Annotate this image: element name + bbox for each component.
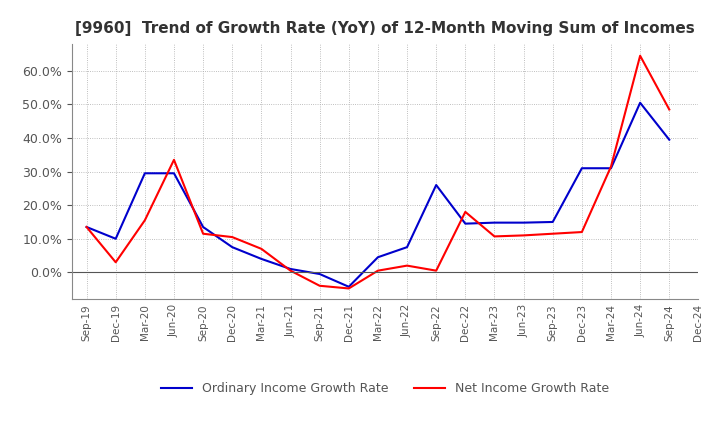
- Ordinary Income Growth Rate: [549, 219, 557, 224]
- Net Income Growth Rate: [577, 229, 586, 235]
- Ordinary Income Growth Rate: [577, 165, 586, 171]
- Ordinary Income Growth Rate: [112, 236, 120, 242]
- Ordinary Income Growth Rate: [170, 171, 179, 176]
- Net Income Growth Rate: [519, 233, 528, 238]
- Ordinary Income Growth Rate: [199, 224, 207, 230]
- Ordinary Income Growth Rate: [432, 183, 441, 188]
- Line: Ordinary Income Growth Rate: Ordinary Income Growth Rate: [86, 103, 670, 287]
- Net Income Growth Rate: [374, 268, 382, 273]
- Net Income Growth Rate: [432, 268, 441, 273]
- Net Income Growth Rate: [636, 53, 644, 59]
- Net Income Growth Rate: [490, 234, 499, 239]
- Net Income Growth Rate: [199, 231, 207, 236]
- Ordinary Income Growth Rate: [228, 245, 237, 250]
- Ordinary Income Growth Rate: [140, 171, 149, 176]
- Net Income Growth Rate: [402, 263, 411, 268]
- Ordinary Income Growth Rate: [636, 100, 644, 106]
- Ordinary Income Growth Rate: [490, 220, 499, 225]
- Net Income Growth Rate: [315, 283, 324, 288]
- Net Income Growth Rate: [286, 268, 294, 273]
- Ordinary Income Growth Rate: [315, 271, 324, 277]
- Net Income Growth Rate: [257, 246, 266, 252]
- Ordinary Income Growth Rate: [607, 165, 616, 171]
- Ordinary Income Growth Rate: [286, 266, 294, 271]
- Net Income Growth Rate: [112, 260, 120, 265]
- Ordinary Income Growth Rate: [82, 224, 91, 230]
- Ordinary Income Growth Rate: [461, 221, 469, 226]
- Net Income Growth Rate: [607, 164, 616, 169]
- Net Income Growth Rate: [344, 286, 353, 291]
- Ordinary Income Growth Rate: [257, 256, 266, 261]
- Ordinary Income Growth Rate: [519, 220, 528, 225]
- Title: [9960]  Trend of Growth Rate (YoY) of 12-Month Moving Sum of Incomes: [9960] Trend of Growth Rate (YoY) of 12-…: [76, 21, 695, 36]
- Net Income Growth Rate: [461, 209, 469, 215]
- Ordinary Income Growth Rate: [665, 137, 674, 142]
- Legend: Ordinary Income Growth Rate, Net Income Growth Rate: Ordinary Income Growth Rate, Net Income …: [156, 377, 614, 400]
- Net Income Growth Rate: [665, 107, 674, 112]
- Net Income Growth Rate: [228, 235, 237, 240]
- Line: Net Income Growth Rate: Net Income Growth Rate: [86, 56, 670, 289]
- Net Income Growth Rate: [549, 231, 557, 236]
- Ordinary Income Growth Rate: [402, 245, 411, 250]
- Net Income Growth Rate: [140, 218, 149, 223]
- Ordinary Income Growth Rate: [344, 284, 353, 290]
- Net Income Growth Rate: [170, 157, 179, 162]
- Ordinary Income Growth Rate: [374, 255, 382, 260]
- Net Income Growth Rate: [82, 224, 91, 230]
